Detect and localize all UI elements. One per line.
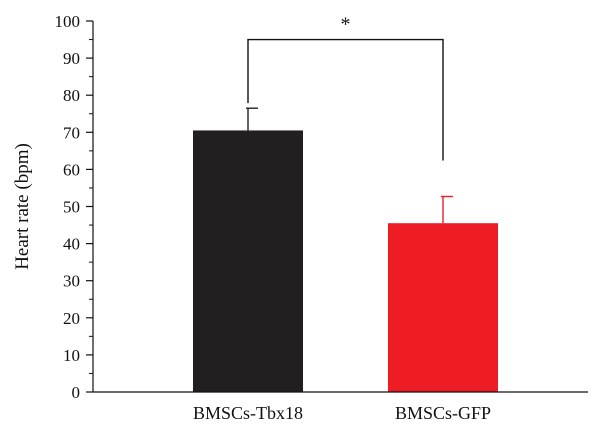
- y-tick-label: 80: [63, 86, 80, 105]
- y-tick-label: 50: [63, 198, 80, 217]
- y-axis-ticks: 0 10 20 30 40 50 60 70 80 90 100: [55, 12, 93, 402]
- bar-bmscs-gfp: [388, 223, 498, 392]
- significance-label: *: [341, 14, 351, 36]
- bars: [193, 130, 498, 392]
- significance-bracket-line: [247, 38, 444, 161]
- y-tick-label: 30: [63, 272, 80, 291]
- y-tick-label: 100: [55, 12, 81, 31]
- y-tick-label: 0: [72, 383, 81, 402]
- y-tick-label: 60: [63, 160, 80, 179]
- x-category-label: BMSCs-GFP: [395, 403, 491, 423]
- y-tick-label: 40: [63, 235, 80, 254]
- y-tick-label: 70: [63, 123, 80, 142]
- significance-bracket: [247, 38, 444, 161]
- error-bars: [246, 107, 453, 224]
- y-tick-label: 10: [63, 346, 80, 365]
- y-tick-label: 90: [63, 49, 80, 68]
- x-category-label: BMSCs-Tbx18: [193, 403, 303, 423]
- x-axis-categories: BMSCs-Tbx18 BMSCs-GFP: [193, 403, 491, 423]
- y-axis-title: Heart rate (bpm): [12, 143, 33, 270]
- y-tick-label: 20: [63, 309, 80, 328]
- bar-bmscs-tbx18: [193, 130, 303, 392]
- significance-label-layer: *: [341, 14, 351, 36]
